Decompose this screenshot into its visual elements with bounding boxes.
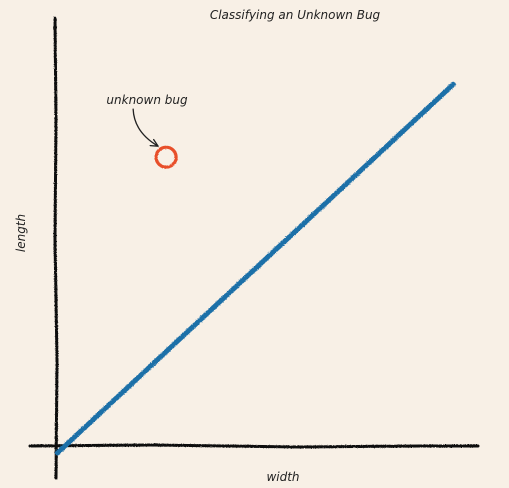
x-axis-line xyxy=(28,443,480,449)
data-layer xyxy=(54,81,456,456)
annotation-group: unknown bug xyxy=(106,93,188,147)
annotation-arrow xyxy=(132,108,159,147)
x-axis-label: width xyxy=(266,470,299,484)
unknown-bug-point xyxy=(154,145,178,169)
axes xyxy=(28,16,480,480)
annotation-label: unknown bug xyxy=(106,93,188,107)
y-axis-line xyxy=(53,16,59,480)
y-axis-label: length xyxy=(14,214,28,252)
regression-line xyxy=(54,81,456,456)
chart-title: Classifying an Unknown Bug xyxy=(210,8,381,22)
